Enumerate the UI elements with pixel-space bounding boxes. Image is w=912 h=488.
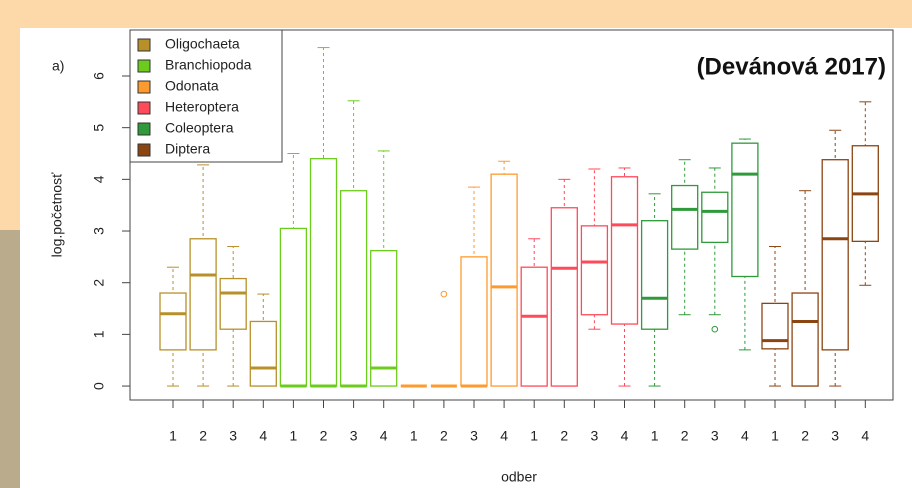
x-tick-label: 4 <box>380 428 388 444</box>
box <box>159 292 187 351</box>
x-tick-label: 3 <box>591 428 599 444</box>
box <box>580 225 609 316</box>
box <box>339 190 368 387</box>
legend-label: Diptera <box>165 141 210 157</box>
x-tick-label: 4 <box>259 428 267 444</box>
outlier <box>440 290 448 298</box>
box <box>279 227 308 387</box>
legend-swatch <box>137 80 151 94</box>
legend-label: Odonata <box>165 78 219 94</box>
box <box>520 266 548 387</box>
x-tick-label: 3 <box>350 428 358 444</box>
box <box>550 207 578 387</box>
box <box>490 173 518 387</box>
box <box>370 250 398 387</box>
x-tick-label: 4 <box>861 428 869 444</box>
box <box>640 220 669 330</box>
box <box>821 159 849 351</box>
x-tick-label: 2 <box>681 428 689 444</box>
x-tick-label: 3 <box>711 428 719 444</box>
box <box>189 238 217 351</box>
y-tick-label: 1 <box>91 330 107 338</box>
x-tick-label: 4 <box>500 428 508 444</box>
legend-box <box>129 29 283 163</box>
legend-swatch <box>137 38 151 52</box>
plot-frame <box>129 29 894 401</box>
x-tick-label: 1 <box>771 428 779 444</box>
y-axis-label: log.početnosť <box>49 172 65 257</box>
box <box>701 191 729 244</box>
outlier <box>711 325 719 333</box>
box <box>219 277 247 330</box>
y-tick-label: 5 <box>91 124 107 132</box>
legend-swatch <box>137 122 151 136</box>
x-axis-label: odber <box>501 469 537 485</box>
panel-label: a) <box>52 58 64 74</box>
x-tick-label: 1 <box>530 428 538 444</box>
x-tick-label: 2 <box>320 428 328 444</box>
x-tick-label: 4 <box>621 428 629 444</box>
x-tick-label: 1 <box>651 428 659 444</box>
legend-swatch <box>137 59 151 73</box>
y-tick-label: 4 <box>91 175 107 183</box>
legend-label: Oligochaeta <box>165 36 240 52</box>
y-tick-label: 2 <box>91 279 107 287</box>
box <box>460 256 488 387</box>
x-tick-label: 1 <box>290 428 298 444</box>
box <box>249 320 277 387</box>
box <box>671 184 699 250</box>
legend-label: Heteroptera <box>165 99 239 115</box>
box <box>309 158 338 387</box>
y-tick-label: 0 <box>91 382 107 390</box>
y-tick-label: 6 <box>91 72 107 80</box>
x-tick-label: 1 <box>410 428 418 444</box>
y-tick-label: 3 <box>91 227 107 235</box>
x-tick-label: 3 <box>470 428 478 444</box>
x-tick-label: 2 <box>801 428 809 444</box>
legend-label: Branchiopoda <box>165 57 252 73</box>
box <box>610 176 639 325</box>
box <box>791 292 819 387</box>
x-tick-label: 2 <box>199 428 207 444</box>
box <box>731 142 759 278</box>
legend-swatch <box>137 143 151 157</box>
legend-label: Coleoptera <box>165 120 234 136</box>
legend-swatch <box>137 101 151 115</box>
x-tick-label: 2 <box>560 428 568 444</box>
annotation: (Devánová 2017) <box>697 53 886 80</box>
x-tick-label: 3 <box>831 428 839 444</box>
x-tick-label: 3 <box>229 428 237 444</box>
x-tick-label: 4 <box>741 428 749 444</box>
x-tick-label: 1 <box>169 428 177 444</box>
x-tick-label: 2 <box>440 428 448 444</box>
